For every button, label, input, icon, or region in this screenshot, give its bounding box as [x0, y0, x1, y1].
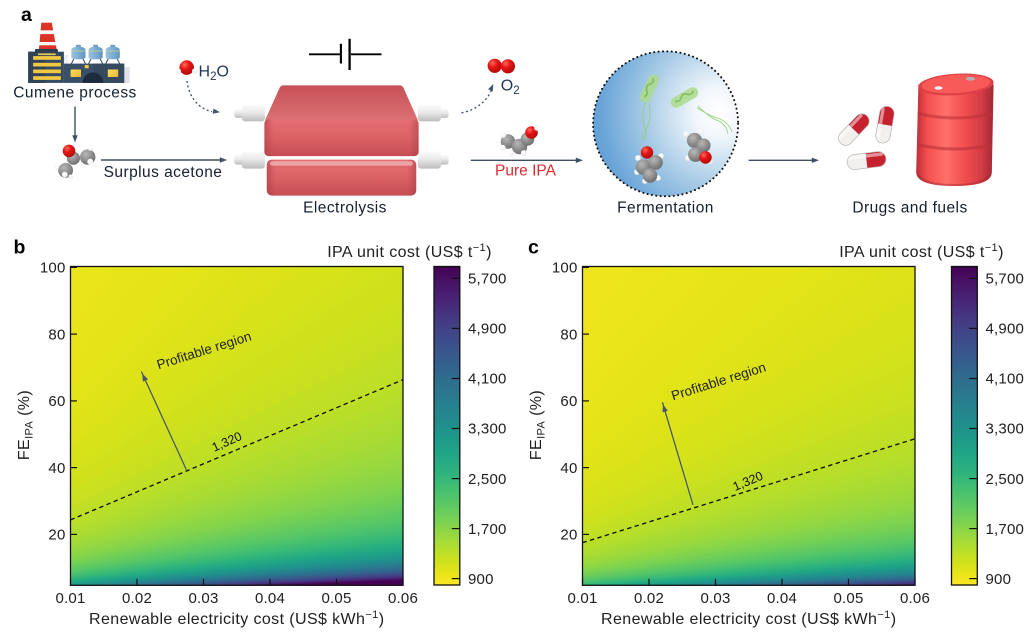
svg-text:60: 60 — [48, 393, 65, 410]
svg-text:60: 60 — [560, 393, 577, 410]
svg-text:5,700: 5,700 — [468, 271, 507, 288]
svg-text:0.05: 0.05 — [322, 590, 352, 607]
svg-text:900: 900 — [986, 571, 1012, 588]
svg-text:1,320: 1,320 — [210, 429, 244, 455]
svg-text:0.02: 0.02 — [122, 590, 152, 607]
svg-text:Pure IPA: Pure IPA — [495, 163, 557, 180]
svg-text:5,700: 5,700 — [986, 271, 1025, 288]
svg-text:20: 20 — [48, 527, 65, 544]
svg-text:O2: O2 — [501, 78, 520, 98]
svg-text:2,500: 2,500 — [986, 471, 1025, 488]
svg-text:0.02: 0.02 — [634, 590, 664, 607]
svg-text:900: 900 — [468, 571, 494, 588]
svg-text:80: 80 — [48, 326, 65, 343]
svg-text:40: 40 — [48, 460, 65, 477]
svg-text:0.03: 0.03 — [701, 590, 731, 607]
svg-text:c: c — [528, 237, 539, 259]
svg-text:Renewable electricity cost (US: Renewable electricity cost (US$ kWh−1) — [601, 609, 896, 628]
svg-text:20: 20 — [560, 527, 577, 544]
svg-text:4,900: 4,900 — [468, 321, 507, 338]
svg-text:1,320: 1,320 — [731, 469, 765, 494]
svg-text:1,700: 1,700 — [986, 521, 1025, 538]
svg-text:40: 40 — [560, 460, 577, 477]
svg-text:0.04: 0.04 — [255, 590, 285, 607]
svg-text:100: 100 — [40, 260, 66, 277]
svg-text:Drugs and fuels: Drugs and fuels — [852, 200, 967, 217]
svg-text:100: 100 — [552, 260, 578, 277]
svg-text:3,300: 3,300 — [986, 421, 1025, 438]
svg-text:0.04: 0.04 — [767, 590, 797, 607]
svg-text:a: a — [21, 4, 32, 26]
svg-text:Fermentation: Fermentation — [617, 200, 714, 217]
svg-text:0.03: 0.03 — [189, 590, 219, 607]
svg-text:Profitable region: Profitable region — [669, 359, 767, 403]
svg-text:FEIPA (%): FEIPA (%) — [528, 390, 548, 460]
svg-text:1,700: 1,700 — [468, 521, 507, 538]
svg-text:4,100: 4,100 — [986, 371, 1025, 388]
svg-text:4,100: 4,100 — [468, 371, 507, 388]
svg-text:IPA unit cost (US$ t−1): IPA unit cost (US$ t−1) — [327, 242, 492, 261]
svg-text:H2O: H2O — [199, 64, 229, 84]
svg-text:Cumene process: Cumene process — [13, 85, 136, 102]
svg-text:80: 80 — [560, 326, 577, 343]
svg-text:0.01: 0.01 — [568, 590, 598, 607]
svg-text:IPA unit cost (US$ t−1): IPA unit cost (US$ t−1) — [839, 242, 1004, 261]
svg-text:0.06: 0.06 — [388, 590, 418, 607]
svg-text:b: b — [14, 237, 26, 259]
svg-text:0.06: 0.06 — [900, 590, 930, 607]
svg-text:2,500: 2,500 — [468, 471, 507, 488]
svg-text:Renewable electricity cost (US: Renewable electricity cost (US$ kWh−1) — [89, 609, 384, 628]
svg-text:Profitable region: Profitable region — [155, 328, 253, 372]
svg-text:3,300: 3,300 — [468, 421, 507, 438]
svg-text:4,900: 4,900 — [986, 321, 1025, 338]
svg-text:FEIPA (%): FEIPA (%) — [16, 390, 36, 460]
svg-text:0.01: 0.01 — [56, 590, 86, 607]
svg-text:0.05: 0.05 — [834, 590, 864, 607]
svg-text:Surplus acetone: Surplus acetone — [104, 164, 223, 181]
svg-text:Electrolysis: Electrolysis — [303, 200, 387, 217]
